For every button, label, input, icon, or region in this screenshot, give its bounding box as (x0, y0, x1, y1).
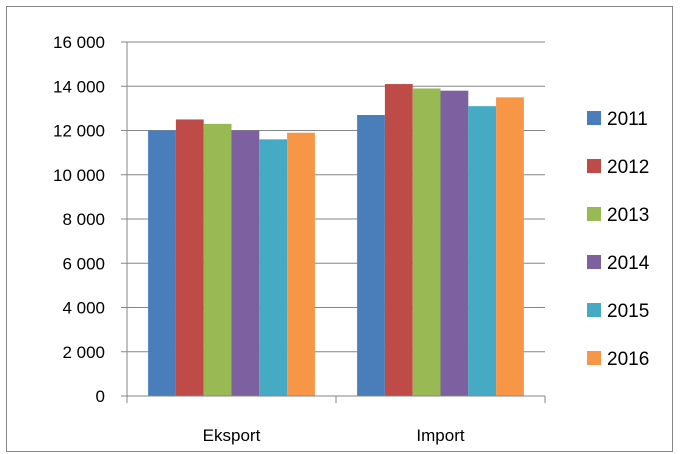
y-tick-label: 4 000 (62, 299, 105, 318)
legend-swatch-2014 (587, 255, 601, 269)
legend-label-2012: 2012 (607, 157, 649, 178)
axes (121, 41, 546, 403)
bar-2012-import (384, 84, 413, 396)
legend-label-2016: 2016 (607, 349, 649, 370)
y-tick-label: 10 000 (53, 166, 105, 185)
legend-swatch-2012 (587, 159, 601, 173)
chart-area (6, 6, 673, 452)
x-tick-label: Import (416, 426, 464, 445)
legend-label-2013: 2013 (607, 205, 649, 226)
bar-2015-import (468, 106, 497, 396)
bar-2015-eksport (259, 139, 288, 396)
y-tick-label: 0 (96, 387, 105, 406)
y-tick-label: 12 000 (53, 122, 105, 141)
y-tick-label: 14 000 (53, 77, 105, 96)
y-tick-label: 2 000 (62, 343, 105, 362)
bar-2016-eksport (287, 132, 315, 396)
legend-swatch-2011 (587, 111, 601, 125)
legend-label-2014: 2014 (607, 253, 650, 274)
bar-2011-eksport (148, 130, 176, 396)
legend-swatch-2013 (587, 207, 601, 221)
legend-swatch-2015 (587, 303, 601, 317)
bar-2013-import (412, 88, 441, 397)
legend-swatch-2016 (587, 351, 601, 365)
bar-2012-eksport (175, 119, 204, 396)
bar-2016-import (496, 97, 524, 396)
bar-2013-eksport (203, 123, 232, 397)
bar-2014-eksport (231, 130, 260, 396)
legend-label-2015: 2015 (607, 301, 649, 322)
bars (148, 84, 524, 397)
bar-2014-import (440, 90, 469, 397)
bar-2011-import (357, 115, 385, 396)
tick-labels: 0 2 000 4 000 6 000 8 000 10 000 12 000 14 000 1… (53, 33, 465, 445)
y-tick-label: 8 000 (62, 210, 105, 229)
x-tick-label: Eksport (203, 426, 261, 445)
y-tick-label: 6 000 (62, 254, 105, 273)
legend-label-2011: 2011 (607, 109, 648, 130)
y-tick-label: 16 000 (53, 33, 105, 52)
legend: 2011 2012 2013 2014 2015 2016 (587, 109, 650, 370)
